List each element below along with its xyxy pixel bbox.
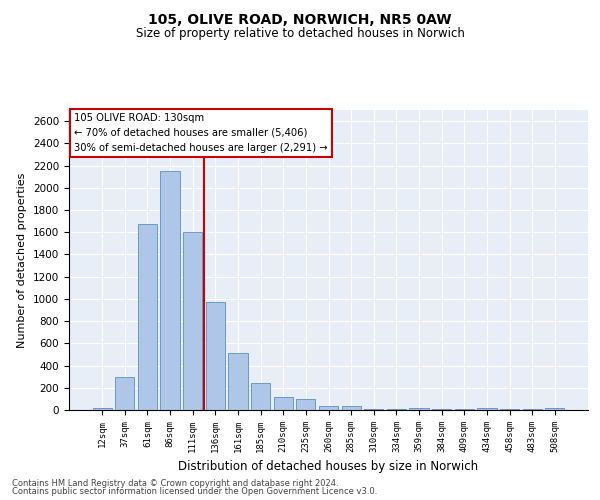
Bar — [138, 224, 157, 410]
Text: Contains HM Land Registry data © Crown copyright and database right 2024.: Contains HM Land Registry data © Crown c… — [12, 478, 338, 488]
Bar — [229, 354, 248, 410]
Bar — [296, 400, 316, 410]
Bar — [160, 171, 180, 410]
Bar — [545, 408, 565, 410]
Text: 105, OLIVE ROAD, NORWICH, NR5 0AW: 105, OLIVE ROAD, NORWICH, NR5 0AW — [148, 12, 452, 26]
Bar — [341, 406, 361, 410]
Bar — [364, 409, 383, 410]
Text: Size of property relative to detached houses in Norwich: Size of property relative to detached ho… — [136, 28, 464, 40]
Text: 105 OLIVE ROAD: 130sqm
← 70% of detached houses are smaller (5,406)
30% of semi-: 105 OLIVE ROAD: 130sqm ← 70% of detached… — [74, 113, 328, 152]
Bar — [409, 408, 428, 410]
Bar — [274, 396, 293, 410]
Bar — [92, 408, 112, 410]
X-axis label: Distribution of detached houses by size in Norwich: Distribution of detached houses by size … — [178, 460, 479, 473]
Bar — [206, 302, 225, 410]
Bar — [183, 232, 202, 410]
Bar — [319, 406, 338, 410]
Bar — [115, 376, 134, 410]
Y-axis label: Number of detached properties: Number of detached properties — [17, 172, 28, 348]
Text: Contains public sector information licensed under the Open Government Licence v3: Contains public sector information licen… — [12, 487, 377, 496]
Bar — [477, 408, 497, 410]
Bar — [251, 383, 270, 410]
